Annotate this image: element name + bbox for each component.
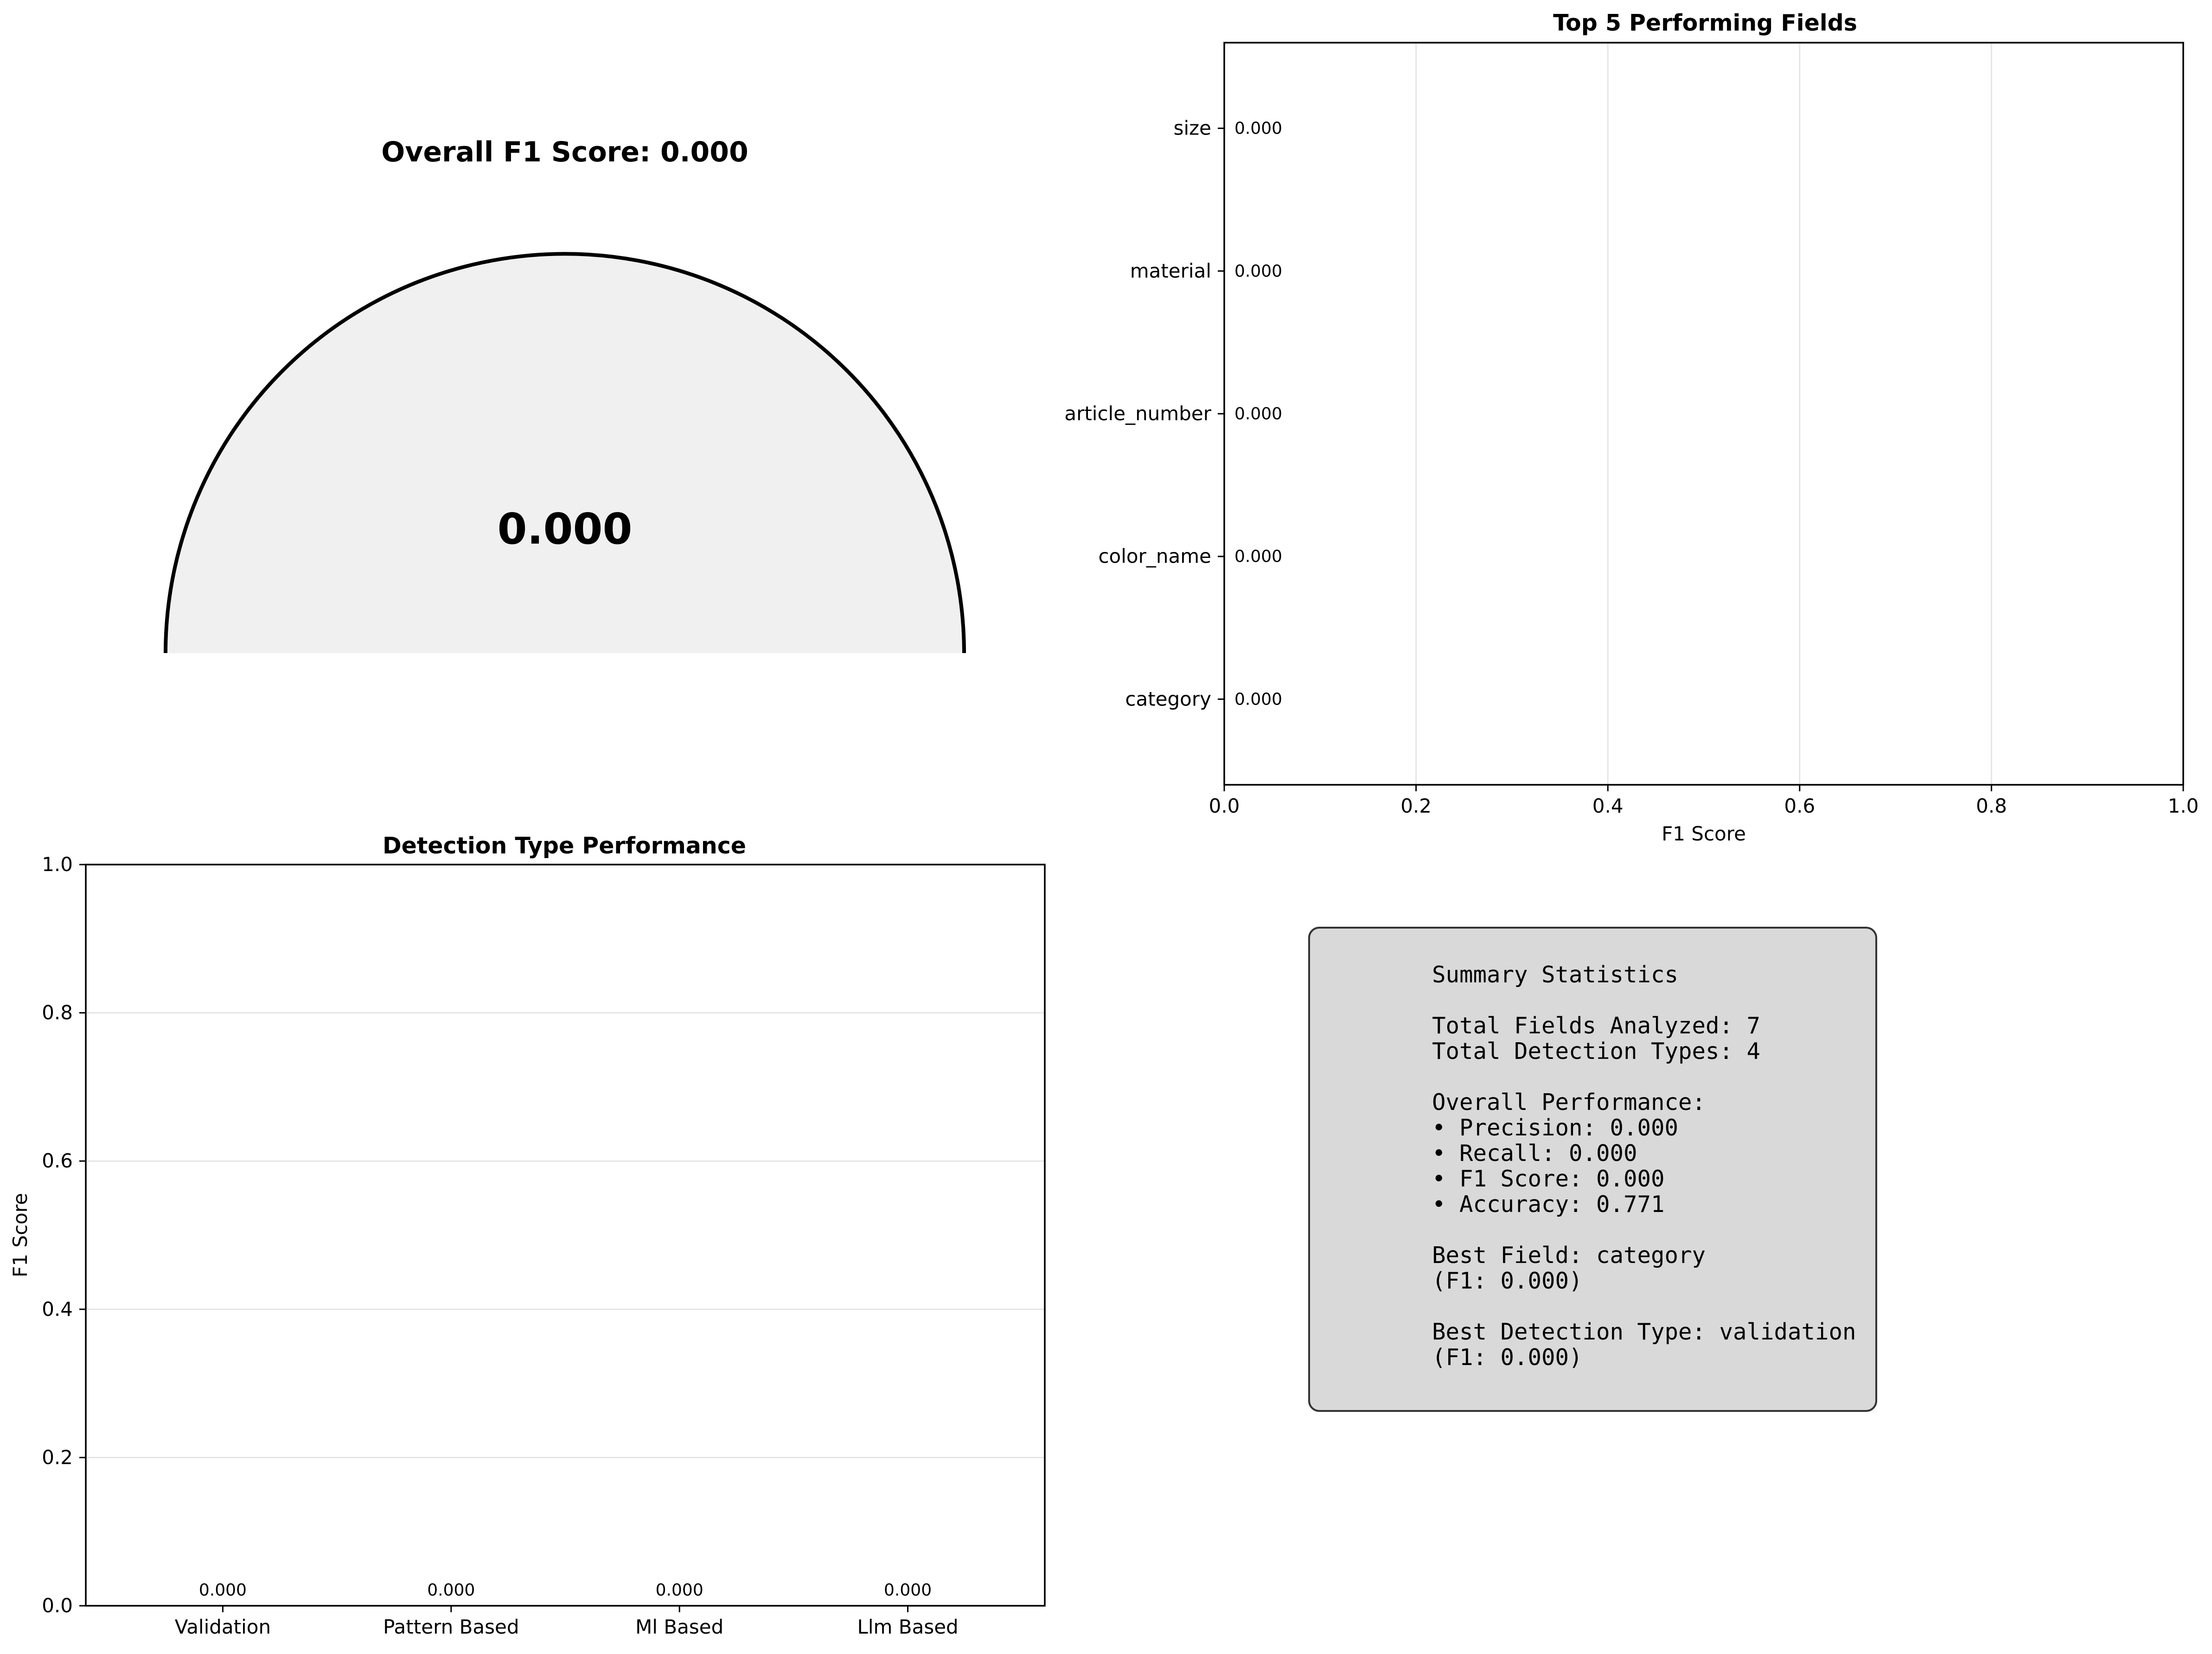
field-label: color_name xyxy=(1098,545,1211,568)
field-value-label: 0.000 xyxy=(1234,547,1282,566)
detection-type-label: Pattern Based xyxy=(383,1616,519,1638)
detection-type-label: Ml Based xyxy=(635,1616,723,1638)
detection-type-title: Detection Type Performance xyxy=(383,833,746,859)
top-fields-categories: size material article_number color_namecate… xyxy=(1064,117,1224,710)
detection-type-ylabel: F1 Score xyxy=(9,1193,32,1277)
summary-line: Summary Statistics xyxy=(1432,962,1678,988)
x-tick-label: 0.8 xyxy=(1976,795,2007,817)
field-label: category xyxy=(1125,687,1211,710)
x-tick-label: 0.2 xyxy=(1400,795,1432,817)
summary-line: • Precision: 0.000 xyxy=(1432,1115,1678,1141)
detection-type-panel: Detection Type Performance 0.00.20.40.60… xyxy=(9,833,1046,1638)
field-value-label: 0.000 xyxy=(1234,690,1282,709)
x-tick-label: 1.0 xyxy=(2168,795,2199,817)
gauge-title: Overall F1 Score: 0.000 xyxy=(381,136,748,168)
summary-text: Summary Statistics Total Fields Analyzed:… xyxy=(1432,962,1856,1371)
detection-value-label: 0.000 xyxy=(656,1581,703,1600)
y-tick-label: 0.2 xyxy=(42,1446,73,1468)
detection-type-categories: Validation Pattern Based Ml Based Llm Based xyxy=(175,1606,959,1638)
detection-type-y-ticks: 0.0 0.2 0.4 0.6 0.8 1.0 xyxy=(42,853,86,1617)
summary-line: Best Detection Type: validation xyxy=(1432,1319,1856,1345)
summary-line: • Recall: 0.000 xyxy=(1432,1140,1637,1167)
detection-type-value-labels: 0.000 0.000 0.000 0.000 xyxy=(199,1581,932,1600)
summary-line: Total Fields Analyzed: 7 xyxy=(1432,1013,1760,1039)
summary-line: Overall Performance: xyxy=(1432,1089,1706,1115)
field-label: size xyxy=(1174,117,1211,140)
top-fields-value-labels: 0.000 0.000 0.000 0.000 0.000 xyxy=(1234,119,1282,709)
top-fields-title: Top 5 Performing Fields xyxy=(1553,10,1857,36)
y-tick-label: 0.4 xyxy=(42,1298,73,1321)
summary-line: • F1 Score: 0.000 xyxy=(1432,1166,1665,1192)
x-tick-label: 0.4 xyxy=(1592,795,1624,817)
gauge-track xyxy=(166,254,964,653)
detection-value-label: 0.000 xyxy=(199,1581,247,1600)
detection-value-label: 0.000 xyxy=(427,1581,475,1600)
summary-line: • Accuracy: 0.771 xyxy=(1432,1191,1665,1218)
detection-type-label: Validation xyxy=(175,1616,271,1638)
detection-type-label: Llm Based xyxy=(857,1616,958,1638)
summary-line: (F1: 0.000) xyxy=(1432,1344,1583,1371)
summary-line: (F1: 0.000) xyxy=(1432,1268,1583,1294)
y-tick-label: 0.0 xyxy=(42,1594,73,1617)
field-value-label: 0.000 xyxy=(1234,404,1282,423)
top-fields-plot-area xyxy=(1223,42,2184,786)
field-label: material xyxy=(1130,259,1211,282)
field-value-label: 0.000 xyxy=(1234,262,1282,281)
gauge-panel: Overall F1 Score: 0.000 0.000 xyxy=(164,136,966,654)
gauge-center-label: 0.000 xyxy=(497,504,632,554)
summary-line: Total Detection Types: 4 xyxy=(1432,1038,1760,1064)
gauge-outline xyxy=(164,252,966,654)
y-tick-label: 0.6 xyxy=(42,1149,73,1172)
top-fields-xlabel: F1 Score xyxy=(1662,822,1746,845)
field-label: article_number xyxy=(1064,402,1211,425)
y-tick-label: 0.8 xyxy=(42,1001,73,1024)
top-fields-panel: Top 5 Performing Fields 0.0 0.2 0.4 0.6 0.8 1… xyxy=(1064,10,2199,845)
x-tick-label: 0.0 xyxy=(1209,795,1240,817)
x-tick-label: 0.6 xyxy=(1784,795,1815,817)
y-tick-label: 1.0 xyxy=(42,853,73,876)
detection-type-grid xyxy=(86,1012,1045,1458)
detection-value-label: 0.000 xyxy=(884,1581,932,1600)
field-value-label: 0.000 xyxy=(1234,119,1282,138)
detection-type-plot-area xyxy=(85,864,1046,1607)
top-fields-x-ticks: 0.0 0.2 0.4 0.6 0.8 1.0 xyxy=(1209,785,2199,817)
top-fields-grid xyxy=(1415,43,1992,785)
summary-line: Best Field: category xyxy=(1432,1242,1706,1269)
summary-panel: Summary Statistics Total Fields Analyzed:… xyxy=(1308,927,1877,1412)
summary-box xyxy=(1308,927,1877,1412)
